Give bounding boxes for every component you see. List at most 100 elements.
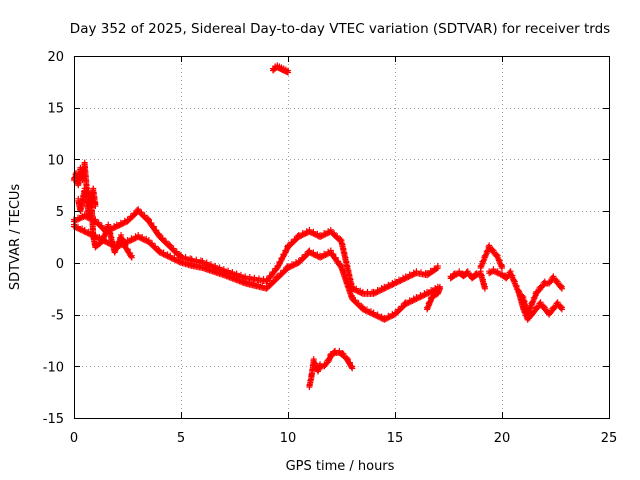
data-point: [357, 287, 364, 294]
data-point: [387, 282, 394, 289]
data-point: [173, 248, 180, 255]
data-point: [541, 304, 548, 311]
data-point: [159, 235, 166, 242]
data-point: [520, 304, 527, 311]
data-point: [351, 287, 358, 294]
data-point: [409, 272, 416, 279]
data-point: [291, 261, 298, 268]
data-point: [95, 219, 102, 226]
data-point: [359, 304, 366, 311]
data-point: [513, 282, 520, 289]
data-point: [149, 240, 156, 247]
data-point: [171, 254, 178, 261]
data-point: [363, 306, 370, 313]
data-point: [119, 221, 126, 228]
data-point: [337, 236, 344, 243]
data-point: [393, 279, 400, 286]
x-tick-label: 5: [177, 431, 185, 446]
data-point: [135, 206, 142, 213]
data-point: [131, 235, 138, 242]
chart-title: Day 352 of 2025, Sidereal Day-to-day VTE…: [70, 21, 610, 37]
data-point: [436, 283, 443, 290]
data-point: [367, 308, 374, 315]
data-point: [344, 356, 351, 363]
data-point: [511, 278, 518, 285]
y-tick-label: 10: [47, 153, 64, 168]
data-point: [122, 242, 129, 249]
data-point: [405, 274, 412, 281]
data-point: [371, 312, 378, 319]
y-tick-label: 20: [47, 50, 64, 65]
data-point: [339, 350, 346, 357]
data-point: [76, 226, 83, 233]
data-point: [382, 285, 389, 292]
data-point: [85, 228, 92, 235]
data-point: [79, 225, 86, 232]
data-point: [499, 263, 505, 270]
data-point: [302, 230, 309, 237]
data-point: [79, 212, 86, 219]
data-point: [81, 226, 88, 233]
data-point: [128, 252, 135, 259]
data-point: [325, 228, 332, 235]
data-point: [172, 257, 179, 264]
data-point: [124, 246, 131, 253]
data-point: [404, 274, 411, 281]
y-tick-label: 15: [47, 102, 64, 117]
data-point: [352, 297, 359, 304]
data-point: [481, 283, 488, 290]
data-point: [394, 279, 401, 286]
data-point: [377, 287, 384, 294]
data-point: [314, 230, 321, 237]
data-point: [318, 233, 325, 240]
data-point: [347, 359, 354, 366]
data-point: [290, 262, 297, 269]
data-point: [349, 294, 356, 301]
data-point: [378, 313, 385, 320]
data-point: [72, 224, 79, 231]
data-point: [153, 227, 160, 234]
data-point: [136, 234, 143, 241]
data-point: [137, 235, 144, 242]
data-point: [75, 223, 82, 230]
data-point: [164, 251, 171, 258]
data-point: [362, 307, 369, 314]
data-point: [163, 238, 170, 245]
data-point: [493, 251, 500, 258]
data-point: [375, 288, 382, 295]
data-point: [322, 252, 329, 259]
data-point: [176, 259, 183, 266]
data-point: [331, 229, 338, 236]
data-points: [71, 62, 565, 390]
data-point: [309, 230, 316, 237]
data-point: [386, 314, 393, 321]
data-point: [429, 288, 436, 295]
data-point: [433, 265, 440, 272]
data-point: [156, 232, 163, 238]
y-axis-label: SDTVAR / TECUs: [8, 184, 23, 291]
data-point: [307, 250, 314, 257]
data-point: [141, 212, 148, 219]
data-point: [486, 242, 493, 249]
data-point: [464, 268, 471, 275]
data-point: [327, 226, 334, 233]
data-point: [353, 285, 360, 292]
data-point: [145, 216, 152, 223]
data-point: [550, 273, 557, 280]
x-tick-label: 15: [387, 431, 404, 446]
data-point: [370, 309, 377, 316]
data-point: [383, 315, 390, 322]
data-point: [355, 300, 362, 307]
data-point: [489, 246, 496, 253]
data-point: [410, 269, 417, 276]
x-axis-label: GPS time / hours: [286, 459, 395, 474]
x-axis-ticks: 0 5 10 15 20 25: [70, 56, 617, 446]
data-point: [408, 272, 415, 279]
data-point: [358, 303, 365, 310]
data-point: [72, 217, 79, 224]
data-point: [382, 316, 389, 323]
data-point: [340, 350, 347, 357]
data-point: [84, 230, 91, 237]
data-point: [98, 222, 105, 229]
y-tick-label: 0: [56, 257, 64, 272]
